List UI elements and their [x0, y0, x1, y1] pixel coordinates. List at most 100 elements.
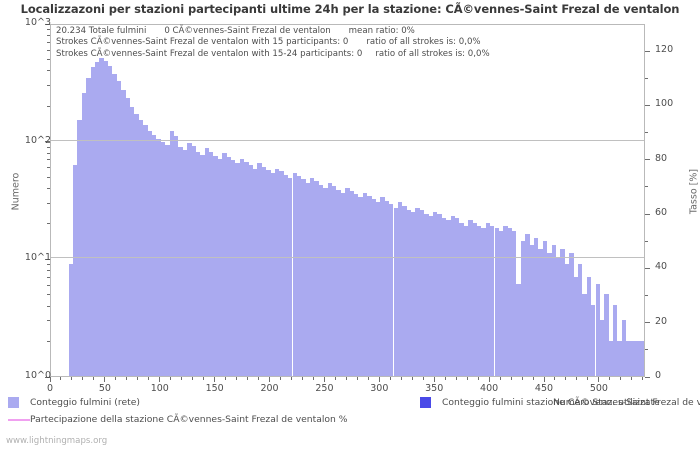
legend-swatch-station-count [420, 397, 431, 408]
histogram-bar [564, 263, 570, 376]
x-tick-label: 50 [98, 383, 111, 394]
chart-title: Localizzazoni per stazioni partecipanti … [20, 2, 680, 16]
histogram-bar [582, 293, 587, 376]
x-tick-label: 0 [46, 383, 54, 394]
x-tick-minor [312, 377, 314, 380]
histogram-bar [507, 228, 513, 376]
histogram-bar [389, 203, 394, 376]
histogram-bar [121, 89, 126, 376]
histogram-bar [318, 185, 324, 376]
histogram-bar [428, 215, 433, 376]
legend-label-stations-used: Numero Staz. utilizzate [553, 397, 660, 408]
histogram-bar [72, 165, 78, 376]
histogram-bar [68, 263, 73, 376]
legend-label-participation: Partecipazione della stazione CÃ©vennes-… [30, 414, 348, 425]
y-tick-major-left [45, 141, 50, 143]
x-tick-minor [477, 377, 479, 380]
histogram-bar [472, 222, 477, 376]
y-tick-minor-left [47, 341, 50, 343]
x-tick-major [104, 377, 106, 382]
histogram-bar [476, 225, 482, 376]
histogram-bar [599, 319, 605, 376]
histogram-bar [231, 160, 236, 376]
histogram-bar [138, 119, 144, 376]
x-tick-minor [126, 377, 128, 380]
y-tick-major-left [45, 258, 50, 260]
histogram-bar [516, 284, 521, 376]
x-tick-label: 400 [480, 383, 499, 394]
histogram-bar [310, 178, 315, 376]
x-tick-minor [466, 377, 468, 380]
y-tick-minor-left [47, 152, 50, 154]
x-tick-minor [609, 377, 611, 380]
histogram-bar [630, 340, 635, 376]
histogram-bar [437, 213, 442, 376]
x-tick-major [598, 377, 600, 382]
histogram-bar [542, 241, 548, 376]
histogram-bar [143, 125, 148, 376]
x-tick-major [49, 377, 51, 382]
histogram-bar [626, 340, 631, 376]
histogram-bar [222, 153, 227, 376]
x-tick-major [269, 377, 271, 382]
histogram-bar [345, 187, 350, 376]
x-tick-minor [60, 377, 62, 380]
x-tick-minor [631, 377, 633, 380]
y-tick-minor-right [645, 77, 648, 79]
histogram-bar [116, 81, 122, 376]
histogram-bar [173, 135, 179, 376]
histogram-bar [371, 198, 376, 376]
histogram-bar [547, 253, 552, 376]
x-tick-minor [400, 377, 402, 380]
legend-swatch-participation [8, 419, 30, 421]
x-tick-minor [367, 377, 369, 380]
x-tick-major [214, 377, 216, 382]
histogram-bar [433, 211, 438, 376]
x-tick-label: 200 [260, 383, 279, 394]
histogram-bar [538, 249, 543, 376]
histogram-bar [283, 175, 289, 376]
histogram-bar [560, 249, 565, 376]
y-axis-label-left: Numero [10, 172, 22, 211]
x-tick-minor [587, 377, 589, 380]
x-tick-minor [247, 377, 249, 380]
histogram-bar [463, 225, 469, 376]
y-tick-minor-right [645, 186, 648, 188]
x-tick-minor [455, 377, 457, 380]
histogram-bar [274, 168, 280, 376]
x-tick-minor [71, 377, 73, 380]
histogram-bar [244, 161, 249, 376]
histogram-bar [450, 215, 455, 376]
y-tick-major-right [645, 50, 650, 52]
y-tick-label-left: 10^3 [24, 17, 51, 28]
x-tick-minor [345, 377, 347, 380]
histogram-bar [134, 113, 139, 376]
y-tick-minor-right [645, 295, 648, 297]
histogram-bar [503, 225, 508, 376]
y-tick-major-left [45, 23, 50, 25]
x-tick-minor [576, 377, 578, 380]
x-tick-major [543, 377, 545, 382]
x-tick-minor [411, 377, 413, 380]
x-tick-minor [236, 377, 238, 380]
histogram-bar [279, 171, 284, 376]
histogram-bar [178, 147, 183, 376]
histogram-bar [77, 119, 82, 376]
x-tick-minor [422, 377, 424, 380]
histogram-bar [573, 276, 578, 376]
histogram-bar [160, 141, 166, 376]
histogram-bar [362, 192, 368, 376]
histogram-bar [608, 340, 614, 376]
y-tick-label-right: 60 [655, 207, 668, 219]
y-tick-label-right: 20 [655, 315, 668, 327]
histogram-bar [380, 197, 385, 376]
histogram-bar [257, 163, 262, 376]
annotation-mean-ratio: mean ratio: 0% [348, 26, 415, 36]
x-tick-major [323, 377, 325, 382]
histogram-bar [498, 231, 504, 376]
x-tick-minor [93, 377, 95, 380]
y-tick-label-right: 80 [655, 152, 668, 164]
histogram-bar [595, 284, 600, 376]
gridline [51, 139, 644, 141]
annotation-strokes-15: Strokes CÃ©vennes-Saint Frezal de vental… [56, 37, 349, 48]
